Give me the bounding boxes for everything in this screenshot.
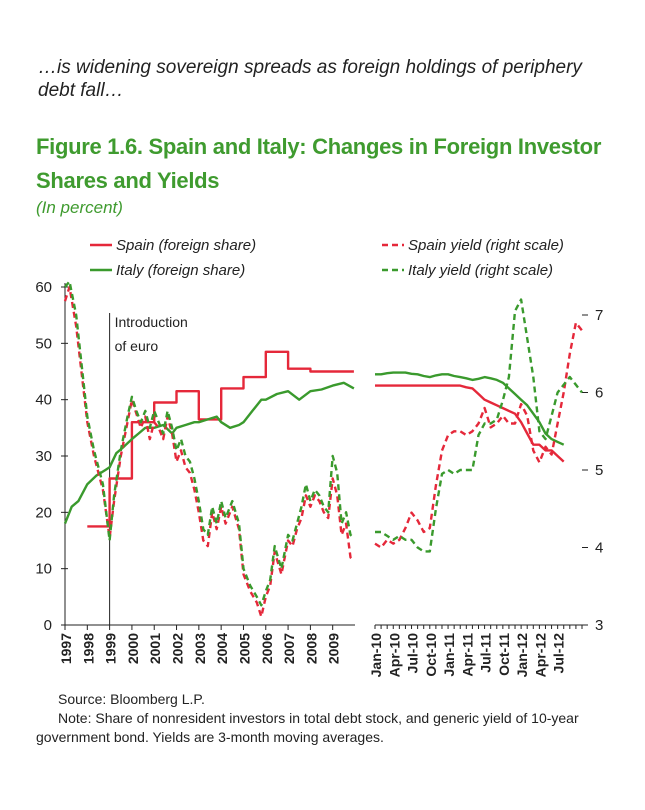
left-x-tick-label: 2008 — [303, 633, 319, 664]
left-y-tick-label: 20 — [35, 504, 52, 521]
right-x-tick-label: Jul-11 — [478, 633, 494, 673]
left-x-tick-label: 2006 — [259, 633, 275, 664]
right-series-1-line — [375, 371, 565, 446]
figure-subtitle: (In percent) — [36, 198, 123, 217]
left-x-tick-label: 2009 — [326, 633, 342, 664]
right-x-tick-label: Oct-10 — [423, 633, 439, 677]
right-series-3-line — [375, 298, 583, 553]
annotation-line-2: of euro — [115, 338, 159, 354]
left-y-tick-label: 10 — [35, 561, 52, 578]
left-x-tick-label: 2003 — [192, 633, 208, 664]
right-y-tick-label: 4 — [595, 540, 603, 557]
left-x-tick-label: 2007 — [281, 633, 297, 664]
right-x-tick-label: Apr-11 — [459, 633, 475, 677]
right-y-tick-label: 7 — [595, 307, 603, 324]
right-series-2-line — [374, 321, 583, 549]
right-x-tick-label: Jan-12 — [514, 633, 530, 678]
left-x-tick-label: 2001 — [147, 633, 163, 664]
left-series-2-line — [63, 285, 355, 618]
chart-notes: Source: Bloomberg L.P. Note: Share of no… — [36, 690, 636, 747]
left-y-tick-label: 30 — [35, 448, 52, 465]
annotation-line-1: Introduction — [115, 314, 188, 330]
left-x-tick-label: 2000 — [125, 633, 141, 664]
chart: 0 10 20 30 40 50 60 1997 1998 1999 2000 2001 2002 200… — [35, 237, 603, 678]
left-x-tick-label: 2005 — [236, 633, 252, 664]
left-y-tick-label: 50 — [35, 335, 52, 352]
right-y-tick-label: 5 — [595, 462, 603, 479]
legend-label: Spain (foreign share) — [116, 237, 256, 254]
intro-text: …is widening sovereign spreads as foreig… — [38, 57, 582, 101]
right-x-tick-label: Apr-12 — [532, 633, 548, 678]
right-x-tick-label: Oct-11 — [496, 633, 512, 676]
figure-title: Figure 1.6. Spain and Italy: Changes in … — [36, 134, 602, 193]
right-y-tick-label: 6 — [595, 385, 603, 402]
left-x-tick-label: 1997 — [58, 633, 74, 664]
left-series-3-line — [64, 280, 355, 607]
right-x-tick-label: Jul-12 — [551, 633, 567, 674]
source-text: Source: Bloomberg L.P. — [58, 691, 205, 707]
left-series-1-line — [63, 381, 355, 525]
left-x-tick-label: 2002 — [170, 633, 186, 664]
right-x-tick-label: Apr-10 — [386, 633, 402, 678]
left-y-tick-label: 40 — [35, 392, 52, 409]
note-text: Note: Share of nonresident investors in … — [36, 710, 579, 745]
left-y-tick-label: 60 — [35, 279, 52, 296]
right-x-tick-label: Jan-11 — [441, 633, 457, 677]
right-x-tick-label: Jan-10 — [368, 633, 384, 678]
legend-label: Spain yield (right scale) — [408, 237, 564, 254]
left-x-tick-label: 1998 — [80, 633, 96, 664]
legend-label: Italy yield (right scale) — [408, 262, 553, 279]
left-x-tick-label: 1999 — [103, 633, 119, 664]
legend-label: Italy (foreign share) — [116, 262, 245, 279]
right-x-tick-label: Jul-10 — [405, 633, 421, 674]
right-y-tick-label: 3 — [595, 617, 603, 634]
left-x-tick-label: 2004 — [214, 633, 230, 664]
left-y-tick-label: 0 — [44, 617, 52, 634]
